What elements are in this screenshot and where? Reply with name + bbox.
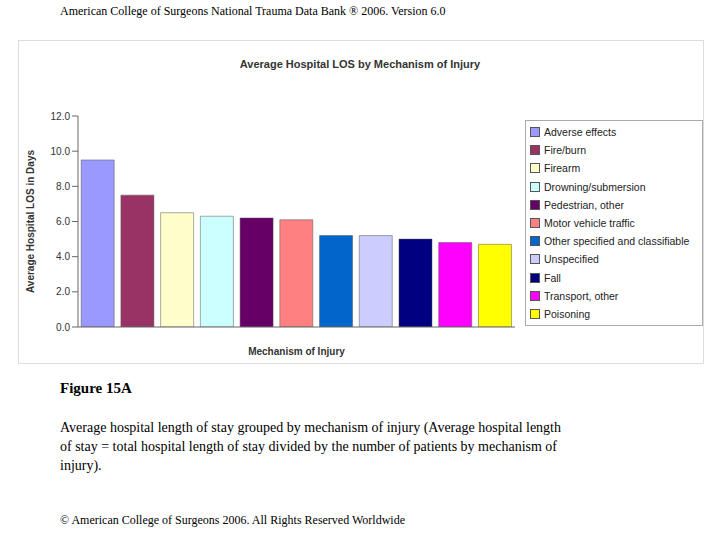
svg-text:6.0: 6.0 — [56, 216, 70, 227]
svg-text:4.0: 4.0 — [56, 251, 70, 262]
html-text:Transport, other: Transport, other — [544, 289, 619, 302]
html-text:Average Hospital LOS by Mechan: Average Hospital LOS by Mechanism of Inj… — [239, 58, 481, 70]
html-text:Fire/burn: Fire/burn — [544, 144, 586, 157]
html-text:Firearm: Firearm — [544, 162, 581, 175]
html-text:Fall: Fall — [544, 271, 561, 284]
svg-text:Mechanism of Injury: Mechanism of Injury — [248, 346, 345, 357]
svg-text:10.0: 10.0 — [51, 146, 71, 157]
html-text:Drowning/submersion: Drowning/submersion — [544, 180, 646, 193]
svg-text:2.0: 2.0 — [56, 286, 70, 297]
html-text:Poisoning: Poisoning — [544, 308, 591, 320]
html-text:Unspecified: Unspecified — [544, 253, 599, 266]
html-text:Figure 15A: Figure 15A — [60, 380, 132, 396]
html-text:Pedestrian, other: Pedestrian, other — [544, 198, 624, 211]
html-text:© American College of Surgeons: © American College of Surgeons 2006. All… — [60, 513, 405, 527]
svg-text:Average Hospital LOS in Days: Average Hospital LOS in Days — [25, 150, 36, 293]
html-text:American College of Surgeons N: American College of Surgeons National Tr… — [60, 4, 446, 18]
svg-text:8.0: 8.0 — [56, 181, 70, 192]
svg-text:0.0: 0.0 — [56, 322, 70, 333]
html-text:Motor vehicle traffic: Motor vehicle traffic — [544, 217, 635, 229]
html-text:Average hospital length of sta: Average hospital length of stay grouped … — [60, 420, 561, 473]
html-text:Adverse effects: Adverse effects — [544, 126, 617, 139]
html-text:Other specified and classifiab: Other specified and classifiable — [544, 235, 690, 248]
svg-text:12.0: 12.0 — [51, 111, 71, 122]
